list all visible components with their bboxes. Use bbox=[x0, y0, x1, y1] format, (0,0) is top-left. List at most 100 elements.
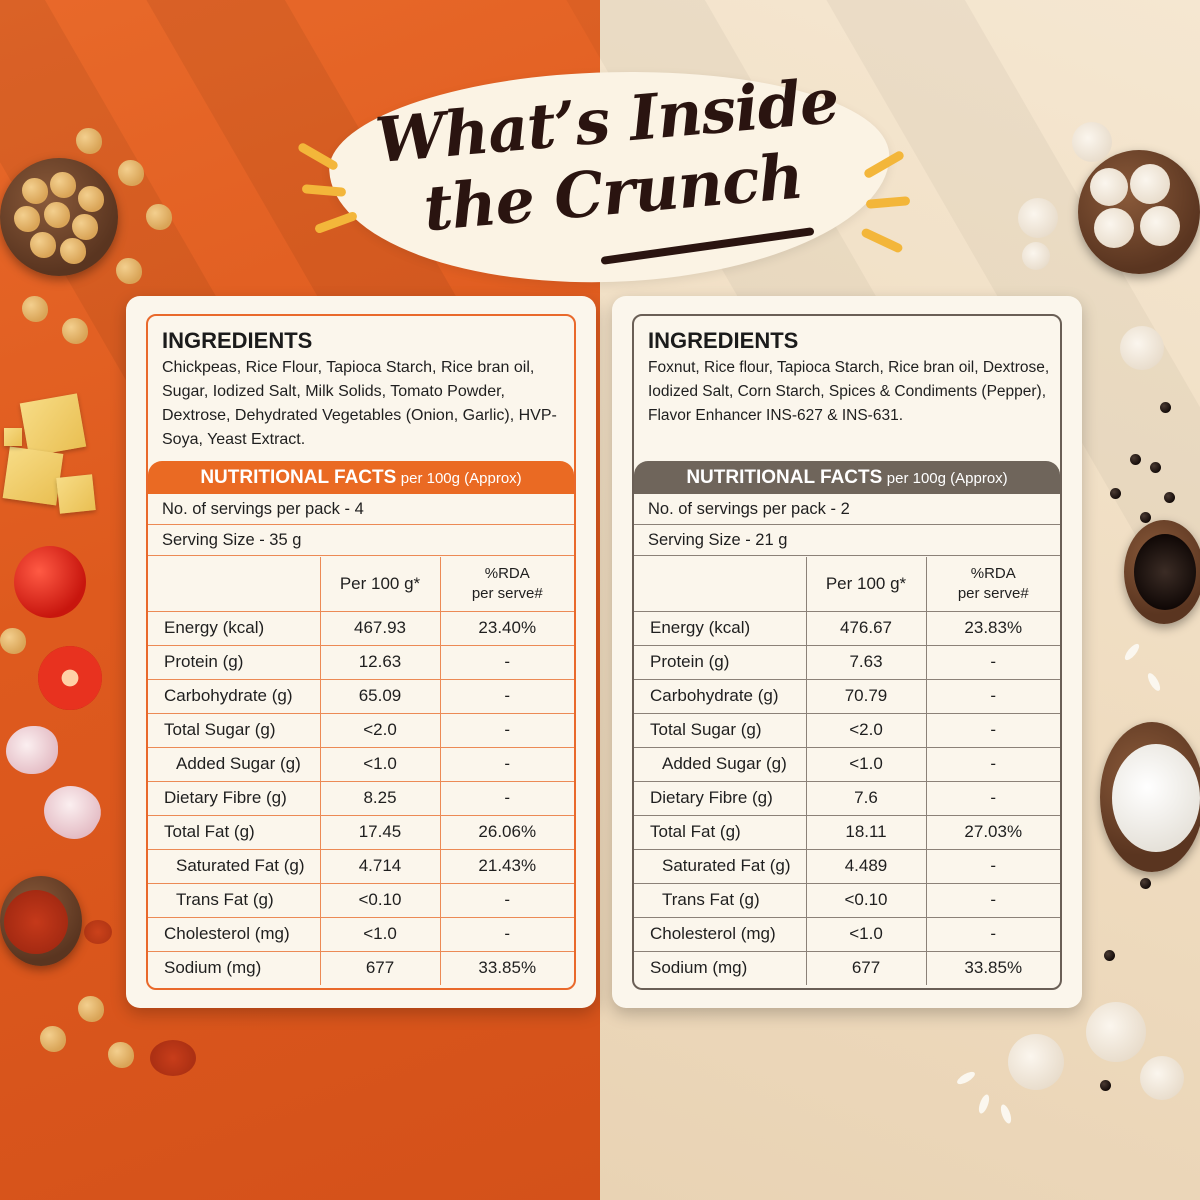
nutrient-name: Added Sugar (g) bbox=[148, 746, 320, 781]
table-row: Protein (g) 7.63- bbox=[634, 644, 1060, 679]
per-100g-value: 467.93 bbox=[319, 610, 440, 645]
table-row: Total Fat (g) 18.11 27.03% bbox=[634, 814, 1060, 849]
table-row: Dietary Fibre (g) 7.6- bbox=[634, 780, 1060, 815]
table-row: Total Sugar (g) <2.0- bbox=[634, 712, 1060, 747]
cheese-cube bbox=[56, 474, 96, 514]
table-header-row: Per 100 g* %RDA per serve# bbox=[634, 557, 1060, 611]
per-100g-value: 677 bbox=[805, 950, 926, 985]
rda-value: - bbox=[439, 916, 574, 951]
rda-value: - bbox=[925, 746, 1060, 781]
garlic-clove bbox=[6, 726, 58, 774]
cheese-cube bbox=[4, 428, 22, 446]
nutrition-facts-title: NUTRITIONAL FACTS bbox=[686, 467, 883, 488]
nutrient-name: Saturated Fat (g) bbox=[148, 848, 320, 883]
nutrition-facts-subtitle: per 100g (Approx) bbox=[400, 470, 522, 487]
rda-value: 33.85% bbox=[925, 950, 1060, 985]
chili-powder bbox=[4, 890, 68, 954]
per-100g-value: <1.0 bbox=[319, 916, 440, 951]
table-row: Trans Fat (g) <0.10- bbox=[148, 882, 574, 917]
per-100g-value: 12.63 bbox=[319, 644, 440, 679]
ingredients-heading: INGREDIENTS bbox=[648, 328, 799, 353]
table-row: Added Sugar (g) <1.0- bbox=[634, 746, 1060, 781]
table-row: Cholesterol (mg) <1.0- bbox=[148, 916, 574, 951]
ingredients-list: Foxnut, Rice flour, Tapioca Starch, Rice… bbox=[648, 359, 1050, 424]
rda-value: - bbox=[925, 848, 1060, 883]
nutrient-name: Sodium (mg) bbox=[634, 950, 806, 985]
header-rda-line-1: %RDA bbox=[484, 564, 530, 582]
peppercorn bbox=[1150, 462, 1161, 473]
ingredients-list: Chickpeas, Rice Flour, Tapioca Starch, R… bbox=[162, 359, 557, 448]
makhana bbox=[1072, 122, 1112, 162]
per-100g-value: 7.6 bbox=[805, 780, 926, 815]
per-100g-value: <2.0 bbox=[805, 712, 926, 747]
per-100g-value: 18.11 bbox=[805, 814, 926, 849]
per-100g-value: 17.45 bbox=[319, 814, 440, 849]
makhana bbox=[1130, 164, 1170, 204]
nutrient-name: Carbohydrate (g) bbox=[634, 678, 806, 713]
header-empty-cell bbox=[148, 557, 320, 611]
rda-value: - bbox=[925, 780, 1060, 815]
per-100g-value: 70.79 bbox=[805, 678, 926, 713]
nutrient-name: Total Sugar (g) bbox=[148, 712, 320, 747]
nutrient-name: Energy (kcal) bbox=[148, 610, 320, 645]
chickpea bbox=[44, 202, 70, 228]
table-row: Added Sugar (g) <1.0- bbox=[148, 746, 574, 781]
makhana bbox=[1094, 208, 1134, 248]
makhana bbox=[1018, 198, 1058, 238]
chili-powder bbox=[84, 920, 112, 944]
servings-per-pack: No. of servings per pack - 2 bbox=[634, 494, 1060, 525]
rda-value: - bbox=[925, 916, 1060, 951]
per-100g-value: <1.0 bbox=[805, 916, 926, 951]
nutrient-name: Total Fat (g) bbox=[634, 814, 806, 849]
chickpea bbox=[62, 318, 88, 344]
nutrient-name: Total Fat (g) bbox=[148, 814, 320, 849]
header-rda-line-2: per serve# bbox=[957, 584, 1029, 602]
makhana bbox=[1120, 326, 1164, 370]
nutrition-facts-subtitle: per 100g (Approx) bbox=[886, 470, 1008, 487]
rda-value: 26.06% bbox=[439, 814, 574, 849]
chickpea bbox=[78, 996, 104, 1022]
chickpea bbox=[22, 296, 48, 322]
table-header-row: Per 100 g* %RDA per serve# bbox=[148, 557, 574, 611]
peppercorn bbox=[1140, 878, 1151, 889]
nutrition-card-left: INGREDIENTS Chickpeas, Rice Flour, Tapio… bbox=[126, 296, 596, 1008]
chili-powder bbox=[150, 1040, 196, 1076]
makhana bbox=[1140, 1056, 1184, 1100]
nutrient-name: Carbohydrate (g) bbox=[148, 678, 320, 713]
card-frame: INGREDIENTS Chickpeas, Rice Flour, Tapio… bbox=[146, 314, 576, 990]
nutrition-facts-header: NUTRITIONAL FACTS per 100g (Approx) bbox=[634, 461, 1060, 494]
table-row: Energy (kcal) 467.93 23.40% bbox=[148, 610, 574, 645]
nutrient-name: Sodium (mg) bbox=[148, 950, 320, 985]
rda-value: - bbox=[439, 746, 574, 781]
rda-value: - bbox=[439, 882, 574, 917]
header-rda-line-2: per serve# bbox=[471, 584, 543, 602]
peppercorn bbox=[1160, 402, 1171, 413]
per-100g-value: <2.0 bbox=[319, 712, 440, 747]
per-100g-value: 7.63 bbox=[805, 644, 926, 679]
chickpea bbox=[22, 178, 48, 204]
nutrient-name: Protein (g) bbox=[148, 644, 320, 679]
makhana bbox=[1140, 206, 1180, 246]
rda-value: - bbox=[439, 678, 574, 713]
makhana bbox=[1090, 168, 1128, 206]
header-empty-cell bbox=[634, 557, 806, 611]
nutrient-name: Energy (kcal) bbox=[634, 610, 806, 645]
rda-value: 23.83% bbox=[925, 610, 1060, 645]
chickpea bbox=[76, 128, 102, 154]
per-100g-value: 677 bbox=[319, 950, 440, 985]
nutrient-name: Added Sugar (g) bbox=[634, 746, 806, 781]
header-rda: %RDA per serve# bbox=[925, 557, 1060, 611]
nutrient-name: Trans Fat (g) bbox=[634, 882, 806, 917]
header-per-100g: Per 100 g* bbox=[805, 557, 926, 611]
rda-value: - bbox=[439, 644, 574, 679]
peppercorns-pile bbox=[1134, 534, 1196, 610]
nutrition-table: Per 100 g* %RDA per serve# Energy (kcal)… bbox=[148, 557, 574, 985]
card-frame: INGREDIENTS Foxnut, Rice flour, Tapioca … bbox=[632, 314, 1062, 990]
table-row: Sodium (mg) 677 33.85% bbox=[148, 950, 574, 985]
table-row: Dietary Fibre (g) 8.25- bbox=[148, 780, 574, 815]
peppercorn bbox=[1104, 950, 1115, 961]
table-row: Sodium (mg) 677 33.85% bbox=[634, 950, 1060, 985]
cheese-cube bbox=[19, 393, 87, 457]
header-rda-line-1: %RDA bbox=[970, 564, 1016, 582]
chickpea bbox=[0, 628, 26, 654]
